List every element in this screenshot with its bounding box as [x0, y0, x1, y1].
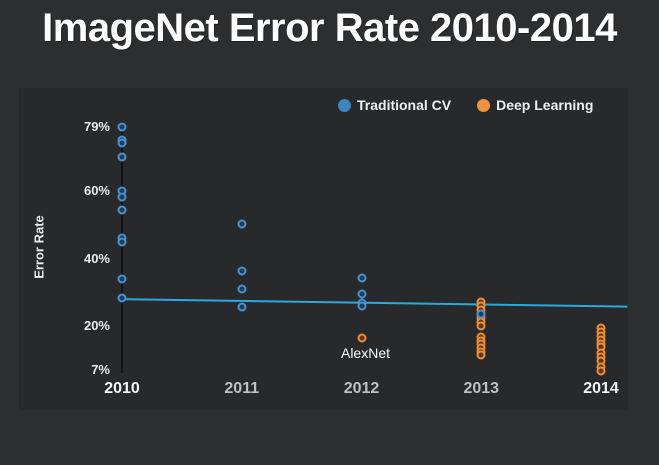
chart-legend: Traditional CV Deep Learning	[338, 97, 593, 113]
legend-item-deep-learning: Deep Learning	[477, 97, 593, 113]
deep-learning-point	[357, 333, 366, 343]
y-axis-title: Error Rate	[31, 215, 47, 279]
traditional-cv-point	[476, 309, 486, 319]
y-tick-label: 79%	[83, 118, 110, 134]
x-tick-label: 2011	[224, 380, 260, 397]
traditional-cv-point	[357, 273, 366, 283]
alexnet-label: AlexNet	[340, 345, 391, 362]
deep-learning-point	[476, 350, 486, 360]
x-tick-label: 2013	[463, 380, 500, 397]
traditional-cv-point	[117, 237, 127, 247]
deep-learning-point	[596, 366, 606, 376]
y-tick-label: 7%	[91, 362, 110, 378]
traditional-cv-point	[117, 138, 127, 148]
y-tick-label: 20%	[83, 318, 110, 334]
y-tick-label: 40%	[83, 250, 110, 266]
x-tick-label: 2012	[343, 380, 380, 397]
x-tick-label: 2014	[583, 380, 619, 397]
traditional-cv-point	[237, 284, 247, 294]
legend-label-traditional-cv: Traditional CV	[357, 97, 452, 113]
traditional-cv-point	[357, 301, 366, 311]
deep-learning-point	[476, 321, 486, 331]
traditional-cv-point	[117, 192, 127, 202]
traditional-cv-point	[237, 302, 247, 312]
traditional-cv-point	[117, 293, 127, 303]
traditional-cv-legend-dot-icon	[338, 98, 351, 112]
traditional-cv-point	[357, 289, 366, 299]
traditional-cv-point	[237, 219, 247, 229]
traditional-cv-point	[117, 122, 127, 132]
x-tick-label: 2010	[104, 380, 140, 397]
chart-panel	[19, 88, 628, 410]
deep-learning-legend-dot-icon	[477, 98, 491, 112]
traditional-cv-point	[117, 205, 127, 215]
legend-label-deep-learning: Deep Learning	[496, 97, 594, 113]
legend-item-traditional-cv: Traditional CV	[338, 97, 451, 113]
traditional-cv-point	[117, 152, 127, 162]
y-tick-label: 60%	[83, 183, 110, 198]
traditional-cv-point	[237, 266, 247, 276]
page-title: ImageNet Error Rate 2010-2014	[42, 6, 617, 50]
traditional-cv-point	[117, 274, 127, 284]
